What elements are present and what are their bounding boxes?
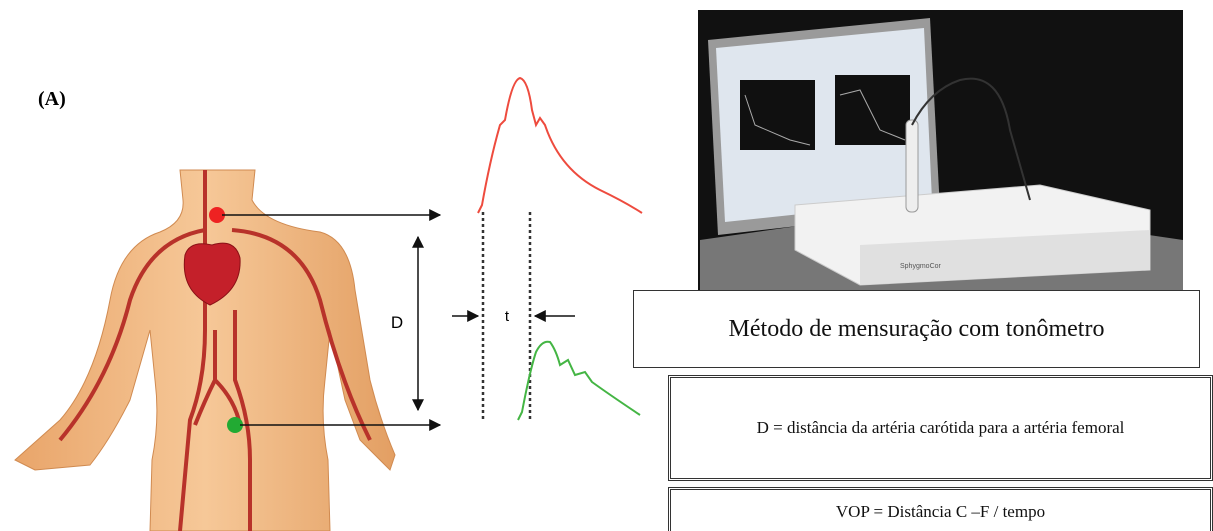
- femoral-waveform: [518, 342, 640, 420]
- device-photo: SphygmoCor: [698, 10, 1183, 292]
- formula-box: VOP = Distância C –F / tempo: [668, 487, 1213, 531]
- time-label: t: [505, 308, 510, 325]
- device-brand: SphygmoCor: [900, 263, 942, 270]
- body-illustration: [15, 170, 395, 531]
- panel-label: (A): [38, 88, 66, 110]
- carotid-waveform: [478, 78, 642, 213]
- title-box: Método de mensuração com tonômetro: [633, 290, 1200, 368]
- definition-box: D = distância da artéria carótida para a…: [668, 375, 1213, 481]
- distance-label: D: [391, 313, 403, 332]
- page: (A) D t SphygmoCor Método de mensuração …: [0, 0, 1213, 531]
